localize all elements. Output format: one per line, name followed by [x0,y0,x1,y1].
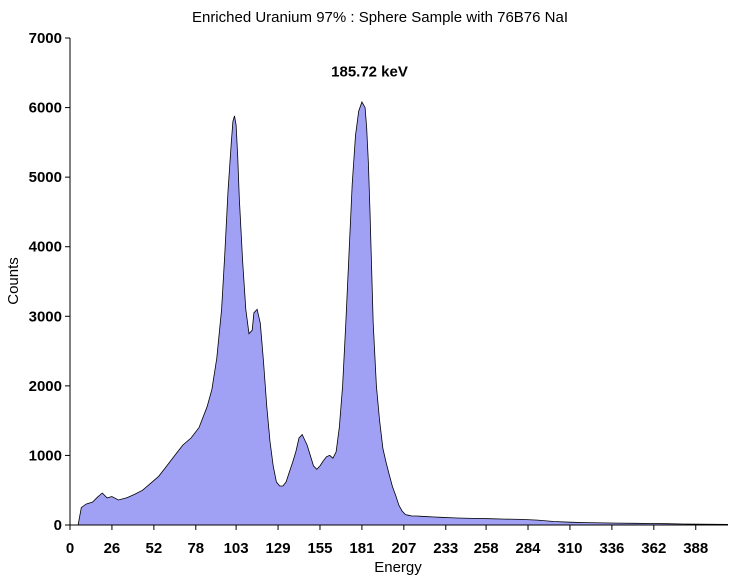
x-tick-label: 207 [391,540,416,557]
y-tick-label: 3000 [29,308,62,325]
y-tick-label: 0 [54,517,62,534]
x-tick-labels: 0 26 52 78 103 129 155 181 207 233 258 284 310 336 362… [66,540,708,557]
y-tick-label: 6000 [29,100,62,117]
x-tick-label: 78 [187,540,204,557]
series-area-0 [78,102,729,525]
y-tick-label: 5000 [29,169,62,186]
peak-annotation: 185.72 keV [331,64,408,81]
x-tick-label: 103 [224,540,249,557]
x-tick-label: 233 [433,540,458,557]
y-tick-label: 1000 [29,447,62,464]
x-tick-label: 336 [599,540,624,557]
x-tick-label: 310 [557,540,582,557]
y-tick-label: 7000 [29,30,62,47]
x-tick-label: 362 [641,540,666,557]
y-tick-label: 4000 [29,239,62,256]
chart-title: Enriched Uranium 97% : Sphere Sample wit… [192,9,568,26]
x-axis-label: Energy [374,559,422,576]
y-tick-labels: 0 1000 2000 3000 4000 5000 6000 7000 [29,30,62,534]
x-tick-label: 181 [349,540,374,557]
y-axis-label: Counts [5,257,22,305]
x-tick-label: 129 [266,540,291,557]
x-tick-label: 284 [516,540,542,557]
x-tick-label: 155 [307,540,332,557]
x-tick-label: 258 [474,540,499,557]
y-tick-label: 2000 [29,378,62,395]
x-tick-label: 388 [683,540,708,557]
x-tick-label: 0 [66,540,74,557]
axes-layer [65,37,728,530]
x-tick-label: 26 [104,540,121,557]
x-tick-label: 52 [146,540,163,557]
annotation-layer: 185.72 keV [331,64,408,81]
series-line-0 [77,101,729,526]
series-layer [77,101,729,526]
